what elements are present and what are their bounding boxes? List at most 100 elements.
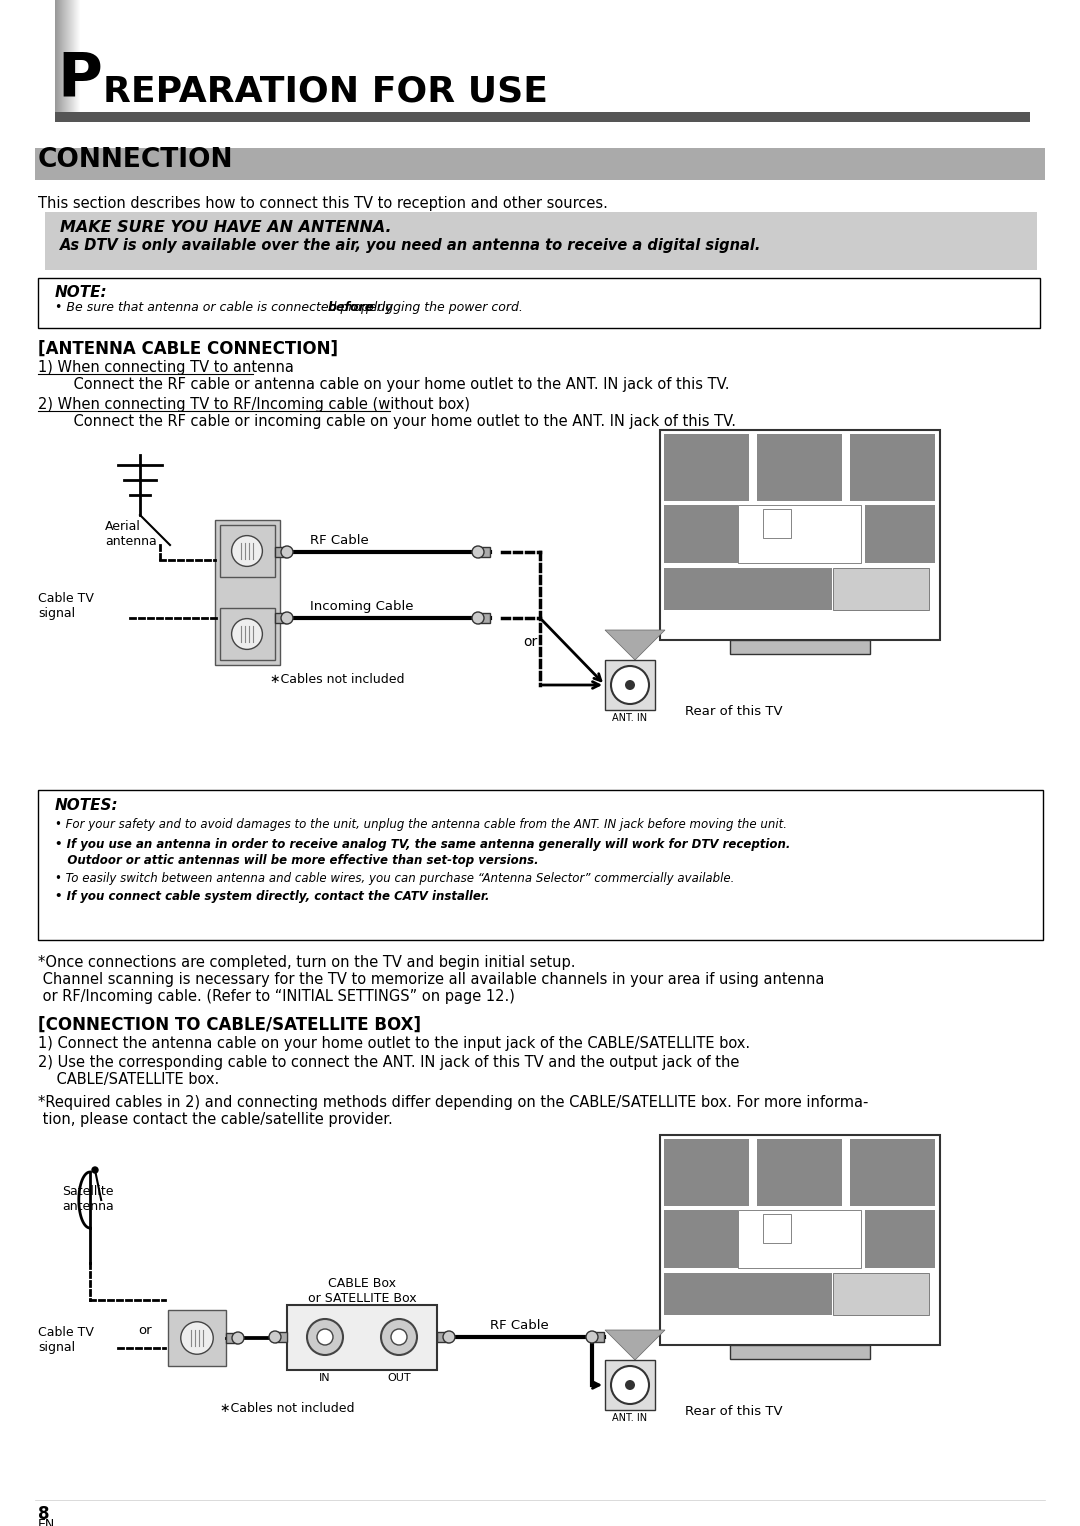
Bar: [592, 1332, 604, 1341]
Text: Satellite
antenna: Satellite antenna: [62, 1186, 113, 1213]
Text: ∗Cables not included: ∗Cables not included: [220, 1402, 354, 1415]
Text: Aerial
antenna: Aerial antenna: [105, 520, 157, 548]
Circle shape: [231, 618, 262, 650]
Bar: [55, 111, 1030, 122]
Bar: [757, 1138, 842, 1206]
Bar: [45, 212, 1037, 270]
Text: OUT: OUT: [388, 1373, 410, 1383]
Text: [ANTENNA CABLE CONNECTION]: [ANTENNA CABLE CONNECTION]: [38, 340, 338, 359]
Circle shape: [611, 1366, 649, 1404]
Circle shape: [611, 665, 649, 703]
Text: Outdoor or attic antennas will be more effective than set-top versions.: Outdoor or attic antennas will be more e…: [55, 855, 539, 867]
Bar: [55, 0, 80, 114]
Circle shape: [180, 1322, 213, 1354]
Text: before: before: [327, 301, 374, 314]
Text: RF Cable: RF Cable: [310, 534, 368, 546]
Bar: [220, 525, 275, 577]
Bar: [833, 568, 929, 610]
Bar: [605, 1360, 654, 1410]
Text: *Once connections are completed, turn on the TV and begin initial setup.: *Once connections are completed, turn on…: [38, 955, 576, 971]
Bar: [730, 1344, 870, 1360]
Bar: [757, 433, 842, 501]
Bar: [850, 1138, 935, 1206]
Text: RF Cable: RF Cable: [490, 1318, 549, 1332]
Bar: [478, 613, 490, 623]
Text: Incoming Cable: Incoming Cable: [310, 600, 414, 613]
Circle shape: [318, 1329, 333, 1344]
Text: [CONNECTION TO CABLE/SATELLITE BOX]: [CONNECTION TO CABLE/SATELLITE BOX]: [38, 1016, 421, 1035]
Bar: [664, 505, 738, 563]
Text: ANT. IN: ANT. IN: [612, 1413, 648, 1424]
Text: ∗Cables not included: ∗Cables not included: [270, 673, 405, 687]
Circle shape: [625, 681, 635, 690]
Text: 8: 8: [38, 1505, 50, 1523]
Bar: [287, 1305, 437, 1370]
Text: • If you use an antenna in order to receive analog TV, the same antenna generall: • If you use an antenna in order to rece…: [55, 838, 791, 852]
Text: • To easily switch between antenna and cable wires, you can purchase “Antenna Se: • To easily switch between antenna and c…: [55, 871, 734, 885]
Text: NOTE:: NOTE:: [55, 285, 108, 301]
Bar: [762, 510, 791, 539]
Bar: [226, 1334, 238, 1343]
Circle shape: [232, 1332, 244, 1344]
Text: 1) Connect the antenna cable on your home outlet to the input jack of the CABLE/: 1) Connect the antenna cable on your hom…: [38, 1036, 751, 1051]
Text: EN: EN: [38, 1518, 55, 1526]
Text: Rear of this TV: Rear of this TV: [685, 705, 783, 719]
Text: Connect the RF cable or antenna cable on your home outlet to the ANT. IN jack of: Connect the RF cable or antenna cable on…: [55, 377, 729, 392]
Text: 2) Use the corresponding cable to connect the ANT. IN jack of this TV and the ou: 2) Use the corresponding cable to connec…: [38, 1054, 740, 1070]
Text: CABLE Box
or SATELLITE Box: CABLE Box or SATELLITE Box: [308, 1277, 416, 1305]
Bar: [168, 1309, 226, 1366]
Bar: [275, 546, 287, 557]
Circle shape: [625, 1380, 635, 1390]
Bar: [664, 1210, 738, 1268]
Bar: [833, 1273, 929, 1315]
Circle shape: [92, 1167, 98, 1173]
Bar: [215, 520, 280, 665]
Bar: [664, 568, 832, 610]
Bar: [437, 1332, 449, 1341]
Text: REPARATION FOR USE: REPARATION FOR USE: [103, 73, 548, 108]
Circle shape: [281, 546, 293, 559]
Bar: [605, 661, 654, 710]
Bar: [865, 1210, 935, 1268]
Text: IN: IN: [320, 1373, 330, 1383]
Text: Connect the RF cable or incoming cable on your home outlet to the ANT. IN jack o: Connect the RF cable or incoming cable o…: [55, 414, 735, 429]
Bar: [738, 505, 861, 563]
Text: • If you connect cable system directly, contact the CATV installer.: • If you connect cable system directly, …: [55, 890, 489, 903]
Text: or RF/Incoming cable. (Refer to “INITIAL SETTINGS” on page 12.): or RF/Incoming cable. (Refer to “INITIAL…: [38, 989, 515, 1004]
Circle shape: [381, 1318, 417, 1355]
Text: tion, please contact the cable/satellite provider.: tion, please contact the cable/satellite…: [38, 1112, 393, 1128]
Text: CABLE/SATELLITE box.: CABLE/SATELLITE box.: [38, 1071, 219, 1087]
Circle shape: [472, 612, 484, 624]
Bar: [738, 1210, 861, 1268]
Text: • For your safety and to avoid damages to the unit, unplug the antenna cable fro: • For your safety and to avoid damages t…: [55, 818, 787, 832]
Text: This section describes how to connect this TV to reception and other sources.: This section describes how to connect th…: [38, 195, 608, 211]
Bar: [660, 1135, 940, 1344]
Text: Channel scanning is necessary for the TV to memorize all available channels in y: Channel scanning is necessary for the TV…: [38, 972, 824, 987]
Text: CONNECTION: CONNECTION: [38, 146, 233, 172]
Bar: [275, 613, 287, 623]
Bar: [660, 430, 940, 639]
Bar: [275, 1332, 287, 1341]
Circle shape: [307, 1318, 343, 1355]
Text: Cable TV
signal: Cable TV signal: [38, 592, 94, 620]
Text: Cable TV
signal: Cable TV signal: [38, 1326, 94, 1354]
Circle shape: [269, 1331, 281, 1343]
Circle shape: [391, 1329, 407, 1344]
Bar: [664, 1273, 832, 1315]
Text: P: P: [57, 49, 102, 108]
Bar: [850, 433, 935, 501]
Bar: [730, 639, 870, 655]
Polygon shape: [605, 630, 665, 661]
Text: • Be sure that antenna or cable is connected properly: • Be sure that antenna or cable is conne…: [55, 301, 396, 314]
Text: or: or: [138, 1323, 152, 1337]
Text: Rear of this TV: Rear of this TV: [685, 1405, 783, 1418]
Text: 2) When connecting TV to RF/Incoming cable (without box): 2) When connecting TV to RF/Incoming cab…: [38, 397, 470, 412]
Bar: [664, 1138, 750, 1206]
Bar: [220, 607, 275, 661]
Circle shape: [586, 1331, 598, 1343]
Circle shape: [472, 546, 484, 559]
Text: NOTES:: NOTES:: [55, 798, 119, 813]
Bar: [38, 278, 1040, 328]
Polygon shape: [605, 1331, 665, 1360]
Text: *Required cables in 2) and connecting methods differ depending on the CABLE/SATE: *Required cables in 2) and connecting me…: [38, 1096, 868, 1109]
